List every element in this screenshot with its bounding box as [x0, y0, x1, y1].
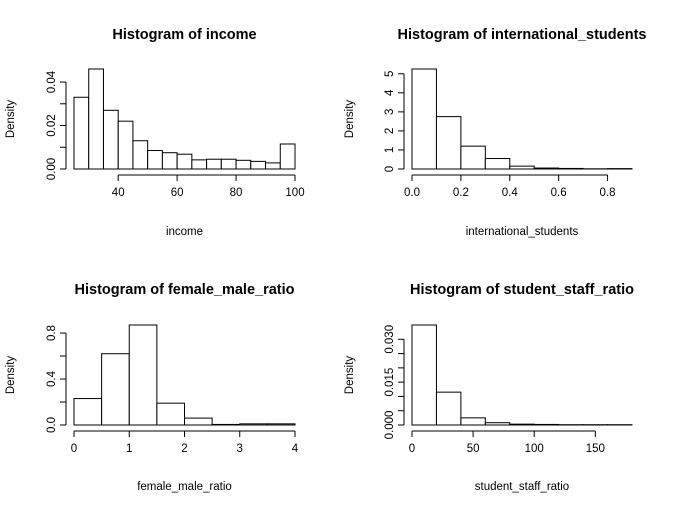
histogram-bar: [147, 150, 163, 170]
chart-title: Histogram of income: [112, 27, 256, 43]
x-tick-label: 40: [112, 187, 125, 199]
histogram-bar: [509, 165, 535, 170]
x-tick-label: 0.2: [453, 187, 469, 199]
y-tick-label: 0.04: [46, 70, 58, 93]
histogram-panel-3: Histogram of female_male_ratio 0 1 2 3 4 0.0 0.…: [5, 282, 299, 493]
x-axis-label: student_staff_ratio: [475, 481, 569, 493]
y-tick-label: 0.4: [46, 370, 58, 387]
x-axis-label: income: [166, 226, 203, 238]
x-tick-label: 0: [71, 443, 77, 455]
chart-title: Histogram of student_staff_ratio: [410, 282, 634, 298]
x-axis-label: international_students: [466, 226, 579, 238]
histogram-bar: [102, 109, 119, 170]
y-tick-label: 0.000: [384, 411, 396, 440]
histogram-bar: [88, 68, 104, 170]
histogram-bar: [435, 391, 462, 426]
histogram-bar: [279, 143, 296, 170]
y-tick-label: 0.015: [384, 368, 396, 397]
histogram-bar: [533, 423, 560, 426]
y-tick-label: 0.00: [46, 158, 58, 180]
y-tick-label: 2: [384, 128, 396, 134]
y-axis-label: Density: [344, 100, 356, 139]
histogram-bar: [411, 324, 437, 426]
histogram-bar: [435, 116, 462, 170]
histogram-bar: [191, 159, 208, 170]
histogram-bar: [265, 162, 281, 170]
y-tick-label: 0.030: [384, 325, 396, 354]
histogram-panel-4: Histogram of student_staff_ratio 0 50 100 15…: [344, 282, 634, 493]
y-tick-label: 0.02: [46, 114, 58, 136]
y-axis-label: Density: [5, 356, 17, 395]
histogram-bar: [239, 423, 268, 426]
histogram-bar: [250, 160, 267, 170]
x-tick-label: 0.0: [404, 187, 420, 199]
x-tick-label: 0.4: [502, 187, 519, 199]
histogram-bar: [558, 167, 584, 170]
y-axis-label: Density: [344, 356, 356, 395]
histogram-bar: [128, 324, 158, 426]
histogram-bar: [73, 398, 103, 426]
histogram-bar: [266, 423, 296, 426]
y-tick-label: 0.8: [46, 325, 58, 341]
histogram-bar: [220, 158, 237, 170]
histogram-bar: [533, 167, 560, 170]
y-tick-label: 1: [384, 147, 396, 153]
histogram-bar: [235, 159, 252, 170]
histogram-bar: [117, 120, 134, 170]
x-tick-label: 60: [171, 187, 184, 199]
histogram-bar: [73, 96, 90, 170]
histogram-panel-2: Histogram of international_students 0.0 0.…: [344, 27, 646, 238]
y-axis-label: Density: [5, 100, 17, 139]
x-tick-label: 3: [237, 443, 243, 455]
histogram-bar: [509, 423, 535, 426]
histogram-bar: [211, 423, 241, 426]
x-tick-label: 1: [126, 443, 132, 455]
x-tick-label: 150: [586, 443, 605, 455]
x-tick-label: 2: [181, 443, 187, 455]
x-tick-label: 0.6: [551, 187, 567, 199]
y-tick-label: 0.0: [46, 417, 58, 433]
histogram-bar: [132, 140, 149, 170]
y-tick-label: 4: [384, 89, 396, 96]
y-tick-label: 5: [384, 71, 396, 77]
histogram-bar: [460, 417, 486, 426]
histogram-bar: [101, 353, 130, 426]
x-tick-label: 0: [409, 443, 415, 455]
x-axis-label: female_male_ratio: [137, 481, 232, 493]
histogram-bar: [484, 422, 511, 426]
y-tick-label: 0: [384, 166, 396, 172]
histogram-bar: [156, 402, 185, 426]
x-tick-label: 100: [285, 187, 304, 199]
histogram-bar: [206, 158, 222, 170]
histogram-bar: [161, 152, 178, 170]
y-tick-label: 3: [384, 109, 396, 115]
histogram-bar: [484, 158, 511, 170]
x-tick-label: 4: [292, 443, 299, 455]
chart-title: Histogram of international_students: [398, 27, 647, 43]
histogram-bar: [176, 153, 193, 170]
x-tick-label: 100: [525, 443, 544, 455]
histogram-bar: [460, 145, 486, 170]
x-tick-label: 50: [467, 443, 480, 455]
histogram-bar: [184, 417, 213, 426]
histogram-panel-1: Histogram of income 40 60 80 100 0.00 0.02 0.04…: [5, 27, 305, 238]
x-tick-label: 80: [230, 187, 243, 199]
histogram-bar: [411, 68, 437, 170]
chart-title: Histogram of female_male_ratio: [75, 282, 295, 298]
x-tick-label: 0.8: [600, 187, 616, 199]
